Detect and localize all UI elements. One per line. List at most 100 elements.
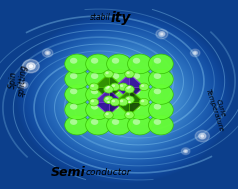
Circle shape	[126, 97, 130, 100]
Circle shape	[104, 111, 113, 119]
Circle shape	[139, 98, 149, 106]
Circle shape	[154, 58, 161, 64]
Circle shape	[86, 115, 110, 135]
Circle shape	[199, 133, 206, 139]
Text: Spin
splitting: Spin splitting	[7, 63, 29, 97]
Circle shape	[47, 52, 49, 54]
Circle shape	[133, 104, 140, 110]
Circle shape	[112, 58, 119, 64]
Circle shape	[126, 72, 130, 74]
Circle shape	[104, 96, 113, 104]
Circle shape	[65, 54, 89, 74]
Circle shape	[89, 98, 99, 106]
Circle shape	[107, 85, 131, 104]
Circle shape	[27, 63, 35, 70]
Circle shape	[125, 111, 134, 119]
Circle shape	[65, 69, 89, 89]
Circle shape	[70, 88, 77, 94]
Circle shape	[128, 100, 152, 120]
Circle shape	[149, 54, 173, 74]
Polygon shape	[94, 89, 123, 115]
Circle shape	[104, 85, 113, 93]
Circle shape	[105, 97, 109, 100]
Circle shape	[107, 101, 110, 103]
Circle shape	[110, 98, 120, 106]
Polygon shape	[129, 102, 144, 115]
Circle shape	[194, 52, 196, 54]
Circle shape	[149, 115, 173, 135]
Circle shape	[149, 100, 173, 120]
Polygon shape	[94, 74, 123, 100]
Circle shape	[133, 58, 140, 64]
Circle shape	[86, 54, 110, 74]
Circle shape	[91, 84, 94, 87]
Circle shape	[91, 58, 98, 64]
Circle shape	[105, 72, 109, 74]
Circle shape	[185, 150, 187, 152]
Circle shape	[141, 84, 144, 87]
Circle shape	[128, 115, 152, 135]
Circle shape	[128, 101, 131, 103]
Circle shape	[149, 85, 173, 104]
Circle shape	[110, 83, 120, 91]
Text: conductor: conductor	[86, 168, 131, 177]
Circle shape	[86, 85, 110, 104]
Circle shape	[65, 100, 89, 120]
Circle shape	[161, 33, 163, 35]
Circle shape	[125, 70, 134, 78]
Circle shape	[154, 104, 161, 110]
Circle shape	[120, 100, 123, 102]
Circle shape	[156, 29, 168, 39]
Circle shape	[20, 82, 28, 88]
Circle shape	[45, 51, 50, 55]
Circle shape	[29, 65, 33, 67]
Polygon shape	[115, 89, 129, 102]
Polygon shape	[115, 89, 144, 115]
Circle shape	[23, 84, 25, 86]
Circle shape	[118, 83, 128, 91]
Circle shape	[183, 149, 188, 153]
Text: stabil: stabil	[90, 13, 111, 22]
Circle shape	[154, 119, 161, 125]
Text: ity: ity	[111, 11, 131, 25]
Circle shape	[193, 51, 198, 55]
Circle shape	[70, 104, 77, 110]
Circle shape	[118, 98, 128, 106]
Circle shape	[128, 86, 131, 88]
Circle shape	[107, 69, 131, 89]
Circle shape	[107, 86, 110, 88]
Circle shape	[141, 100, 144, 102]
Circle shape	[133, 119, 140, 125]
Circle shape	[91, 100, 94, 102]
Circle shape	[86, 69, 110, 89]
Circle shape	[133, 88, 140, 94]
Circle shape	[154, 88, 161, 94]
Circle shape	[112, 100, 115, 102]
Circle shape	[91, 73, 98, 79]
Circle shape	[126, 87, 130, 89]
Circle shape	[112, 104, 119, 110]
Circle shape	[159, 32, 165, 36]
Circle shape	[105, 112, 109, 115]
Circle shape	[128, 54, 152, 74]
Polygon shape	[94, 89, 109, 102]
Circle shape	[70, 58, 77, 64]
Polygon shape	[109, 102, 123, 115]
Polygon shape	[129, 87, 144, 100]
Circle shape	[70, 73, 77, 79]
Circle shape	[154, 73, 161, 79]
Circle shape	[107, 100, 131, 120]
Circle shape	[42, 49, 53, 57]
Circle shape	[201, 135, 204, 137]
Polygon shape	[109, 87, 123, 100]
Circle shape	[107, 115, 131, 135]
Circle shape	[91, 88, 98, 94]
Circle shape	[91, 104, 98, 110]
Circle shape	[65, 115, 89, 135]
Circle shape	[133, 73, 140, 79]
Circle shape	[104, 70, 113, 78]
Circle shape	[105, 87, 109, 89]
Circle shape	[120, 84, 123, 87]
Circle shape	[149, 69, 173, 89]
Text: Semi: Semi	[51, 167, 86, 179]
